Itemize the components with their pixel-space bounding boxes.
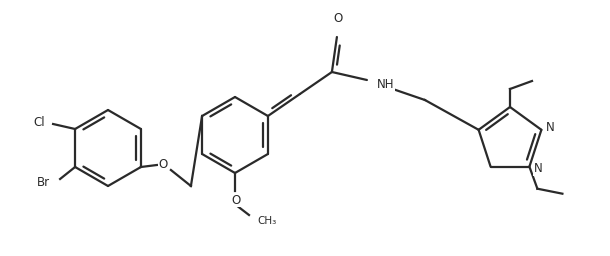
Text: N: N <box>545 121 554 134</box>
Text: N: N <box>533 162 542 175</box>
Text: O: O <box>158 157 168 170</box>
Text: O: O <box>333 12 343 25</box>
Text: CH₃: CH₃ <box>257 216 276 226</box>
Text: Cl: Cl <box>34 115 45 129</box>
Text: Br: Br <box>37 176 50 189</box>
Text: O: O <box>231 194 240 207</box>
Text: NH: NH <box>377 78 395 91</box>
